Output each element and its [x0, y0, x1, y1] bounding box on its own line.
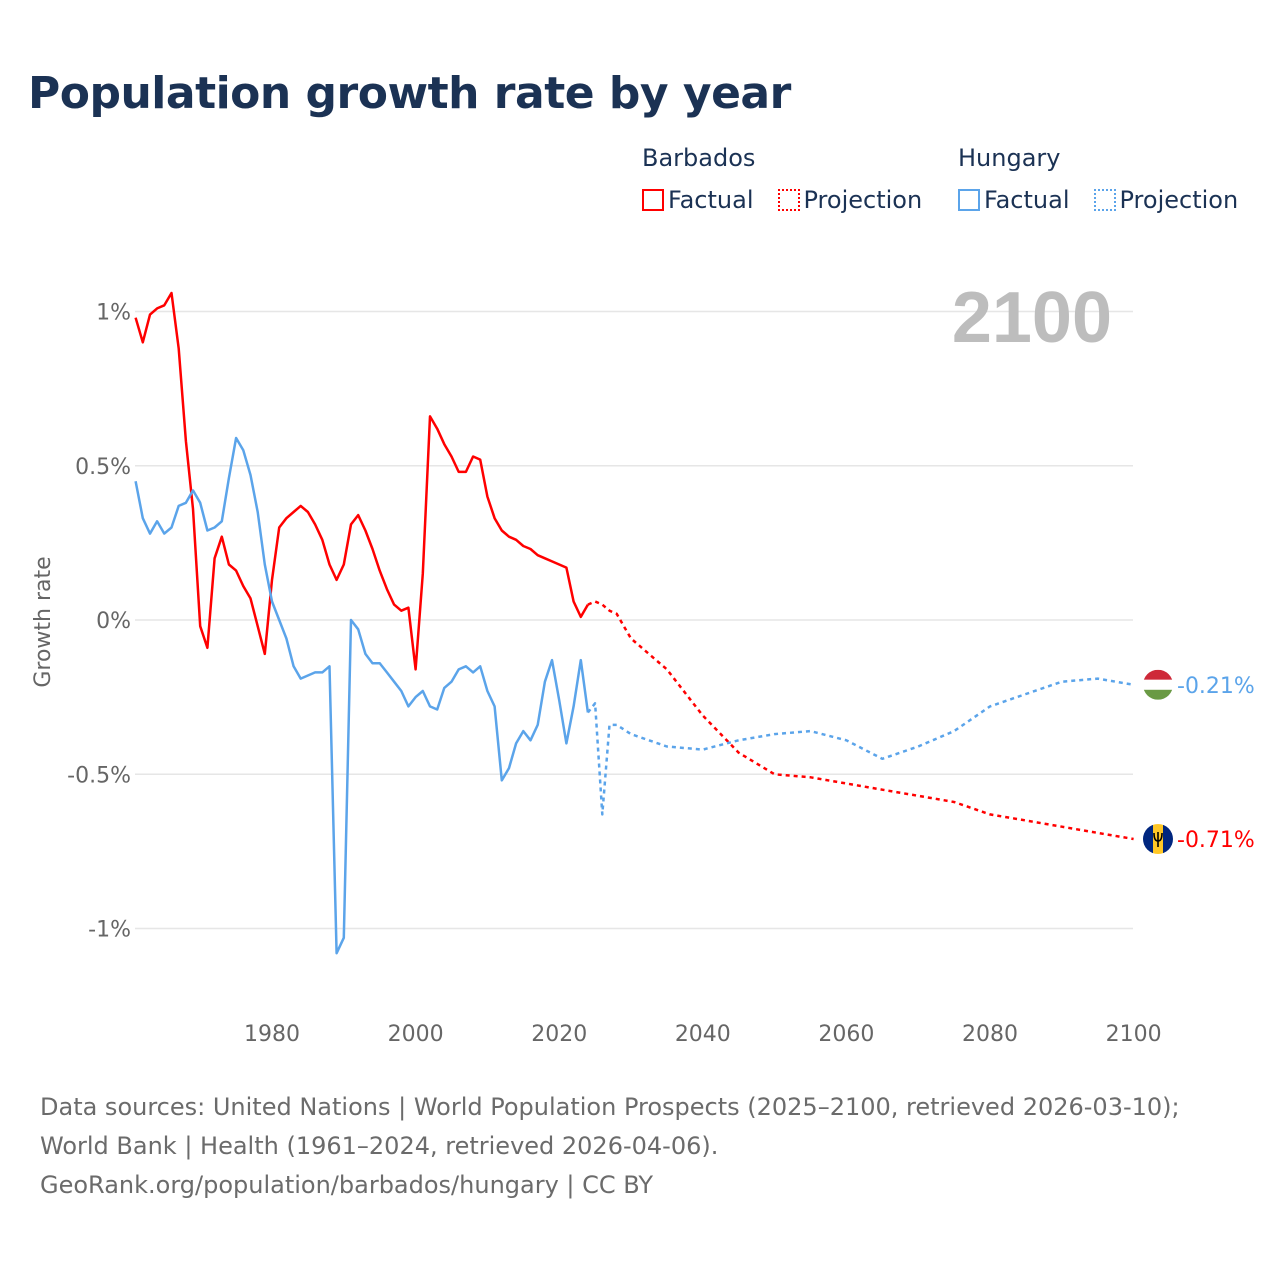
legend-country-label: Hungary	[958, 144, 1061, 172]
legend-label: Projection	[1119, 186, 1239, 214]
solid-swatch-icon	[642, 189, 664, 211]
footer: Data sources: United Nations | World Pop…	[40, 1088, 1240, 1205]
trident-icon	[1153, 832, 1163, 848]
flag-stripe	[1143, 824, 1153, 855]
y-tick-label: -0.5%	[67, 763, 131, 788]
legend-label: Projection	[803, 186, 923, 214]
x-tick-label: 1980	[244, 1022, 300, 1047]
hungary-factual-line	[134, 436, 590, 955]
chart-title: Population growth rate by year	[28, 68, 791, 119]
flag-stripe	[1163, 824, 1173, 855]
legend-item-hungary-factual[interactable]: Factual	[958, 186, 1070, 214]
legend-item-barbados-projection[interactable]: Projection	[777, 186, 923, 214]
dotted-swatch-icon	[777, 189, 800, 211]
legend-item-hungary-projection[interactable]: Projection	[1093, 186, 1239, 214]
hungary-flag-icon	[1143, 669, 1173, 700]
dotted-swatch-icon	[1093, 189, 1116, 211]
legend-hungary: Hungary Factual Projection	[958, 144, 1256, 214]
x-tick-label: 2020	[531, 1022, 587, 1047]
data-sources: Data sources: United Nations | World Pop…	[40, 1093, 1180, 1160]
x-tick-label: 2040	[675, 1022, 731, 1047]
x-tick-label: 2060	[818, 1022, 874, 1047]
hungary-projection-line	[586, 677, 1134, 816]
barbados-flag-icon	[1143, 824, 1173, 855]
end-value-label: -0.21%	[1177, 674, 1255, 699]
legend-item-barbados-factual[interactable]: Factual	[642, 186, 754, 214]
x-tick-label: 2100	[1106, 1022, 1162, 1047]
legend-barbados: Barbados Factual Projection	[642, 144, 940, 214]
legend-label: Factual	[984, 186, 1070, 214]
end-value-label: -0.71%	[1177, 828, 1255, 853]
x-tick-label: 2000	[388, 1022, 444, 1047]
barbados-factual-line	[134, 291, 589, 671]
hungary-end-marker	[1143, 669, 1173, 700]
barbados-projection-line	[587, 600, 1134, 841]
flag-stripe	[1143, 669, 1173, 680]
y-tick-label: 1%	[96, 301, 131, 326]
y-tick-label: 0.5%	[75, 455, 131, 480]
legend-label: Factual	[668, 186, 754, 214]
y-tick-label: -1%	[88, 918, 131, 943]
barbados-end-marker	[1143, 824, 1173, 855]
solid-swatch-icon	[958, 189, 980, 211]
x-tick-label: 2080	[962, 1022, 1018, 1047]
flag-stripe	[1143, 679, 1173, 690]
flag-stripe	[1143, 689, 1173, 700]
y-tick-label: 0%	[96, 609, 131, 634]
y-axis-label: Growth rate	[31, 556, 56, 687]
year-display: 2100	[952, 278, 1112, 358]
attribution: GeoRank.org/population/barbados/hungary …	[40, 1171, 654, 1199]
legend-country-label: Barbados	[642, 144, 756, 172]
